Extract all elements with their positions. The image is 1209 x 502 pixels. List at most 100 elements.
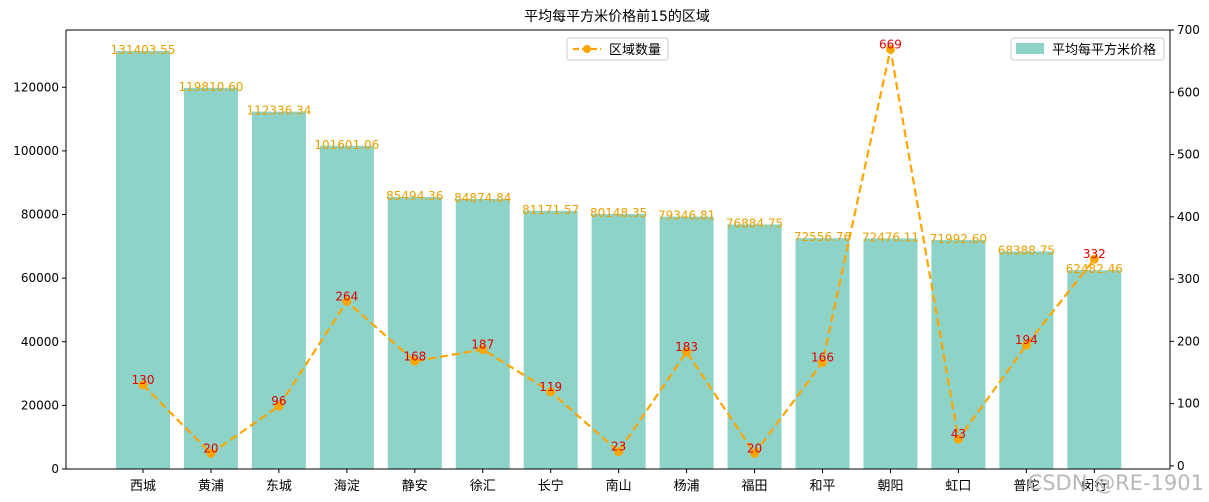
- category-label: 闵行: [1081, 479, 1107, 494]
- line-value-label: 23: [611, 440, 626, 454]
- bar: [183, 87, 238, 470]
- bar-value-label: 72556.76: [794, 230, 851, 244]
- bar-value-label: 112336.34: [246, 104, 311, 118]
- line-point: [614, 447, 624, 457]
- line-point: [274, 401, 284, 411]
- line-value-label: 194: [1015, 333, 1038, 347]
- category-label: 普陀: [1013, 478, 1039, 494]
- bar: [727, 224, 782, 469]
- line-point: [885, 44, 895, 54]
- right-tick-label: 300: [1177, 272, 1200, 286]
- bar: [795, 238, 850, 469]
- category-label: 虹口: [945, 479, 971, 494]
- category-label: 徐汇: [470, 479, 496, 494]
- left-tick-label: 20000: [21, 398, 59, 412]
- category-label: 黄浦: [198, 479, 224, 494]
- bar-value-label: 62482.46: [1066, 262, 1123, 276]
- line-point: [750, 448, 760, 458]
- line-value-label: 20: [203, 441, 218, 455]
- line-value-label: 20: [747, 441, 762, 455]
- line-value-label: 332: [1083, 247, 1106, 261]
- left-tick-label: 80000: [21, 208, 59, 222]
- line-value-label: 183: [675, 340, 698, 354]
- bar: [1067, 270, 1122, 469]
- bar-value-label: 72476.11: [862, 230, 919, 244]
- line-value-label: 166: [811, 351, 834, 365]
- bar-value-label: 119810.60: [178, 80, 243, 94]
- category-label: 和平: [809, 479, 835, 494]
- legend-line-marker: [583, 45, 591, 53]
- category-label: 长宁: [538, 478, 564, 494]
- legend-line-box: [566, 37, 669, 61]
- left-tick-label: 120000: [13, 80, 59, 94]
- bar: [591, 214, 646, 469]
- axes: 0 20000 40000 60000 80000 100000 120000 0 100 200…: [13, 23, 1200, 494]
- line-value-label: 119: [539, 380, 562, 394]
- category-label: 南山: [606, 478, 632, 494]
- line-value-label: 130: [132, 373, 155, 387]
- line-value-label: 669: [879, 37, 902, 51]
- legend-bar-label: 平均每平方米价格: [1052, 42, 1156, 58]
- category-label: 西城: [130, 479, 156, 494]
- bar-value-label: 81171.57: [522, 203, 579, 217]
- right-tick-label: 0: [1177, 459, 1185, 473]
- legend-bar-swatch: [1016, 43, 1044, 54]
- bar-value-label: 85494.36: [386, 189, 443, 203]
- left-tick-label: 0: [51, 462, 59, 476]
- line-point: [682, 347, 692, 357]
- category-label: 东城: [266, 479, 292, 494]
- bar: [659, 216, 714, 469]
- line-point: [206, 448, 216, 458]
- line-point: [410, 356, 420, 366]
- bar-value-label: 76884.75: [726, 216, 783, 230]
- legends: 区域数量 平均每平方米价格: [566, 37, 1165, 61]
- bar-value-label: 131403.55: [111, 43, 176, 57]
- line-value-label: 264: [335, 289, 358, 303]
- line-point: [138, 380, 148, 390]
- bar: [523, 210, 578, 470]
- left-tick-label: 40000: [21, 335, 59, 349]
- line-value-label: 168: [403, 349, 426, 363]
- line-value-label: 96: [271, 394, 286, 408]
- right-tick-label: 200: [1177, 334, 1200, 348]
- line-value-label: 187: [471, 337, 494, 351]
- legend-line-label: 区域数量: [609, 43, 661, 58]
- category-label: 杨浦: [674, 479, 700, 494]
- chart-title: 平均每平方米价格前15的区域: [524, 8, 710, 25]
- category-label: 福田: [742, 479, 768, 494]
- bar: [387, 197, 442, 469]
- bar-value-label: 80148.35: [590, 206, 647, 220]
- right-tick-label: 500: [1177, 148, 1200, 162]
- bar-value-label: 79346.81: [658, 209, 715, 223]
- category-label: 静安: [402, 479, 428, 494]
- category-label: 朝阳: [877, 479, 903, 494]
- line-point: [818, 358, 827, 368]
- category-label: 海淀: [334, 479, 360, 494]
- bar: [863, 238, 918, 469]
- right-tick-label: 600: [1177, 85, 1200, 99]
- bar: [319, 145, 374, 469]
- bar: [116, 50, 170, 469]
- watermark: CSDN @RE-1901: [1028, 471, 1204, 495]
- line-point: [953, 434, 963, 444]
- line-path: [142, 49, 1096, 456]
- bar: [251, 111, 306, 469]
- left-tick-label: 60000: [21, 271, 59, 285]
- bar: [931, 239, 986, 469]
- legend-bar-box: [1010, 37, 1165, 61]
- line-value-label: 43: [951, 427, 966, 441]
- bar-value-label: 84874.84: [454, 191, 511, 205]
- bar-value-label: 68388.75: [998, 243, 1055, 257]
- left-tick-label: 100000: [13, 144, 59, 158]
- line-point: [1089, 254, 1099, 264]
- line-point: [478, 344, 488, 354]
- right-tick-label: 400: [1177, 210, 1200, 224]
- right-tick-label: 100: [1177, 397, 1200, 411]
- bar-value-label: 71992.60: [930, 232, 987, 246]
- bar-value-label: 101601.06: [314, 138, 379, 152]
- line-point: [342, 296, 352, 306]
- line-point: [1021, 340, 1031, 350]
- bar: [999, 251, 1054, 469]
